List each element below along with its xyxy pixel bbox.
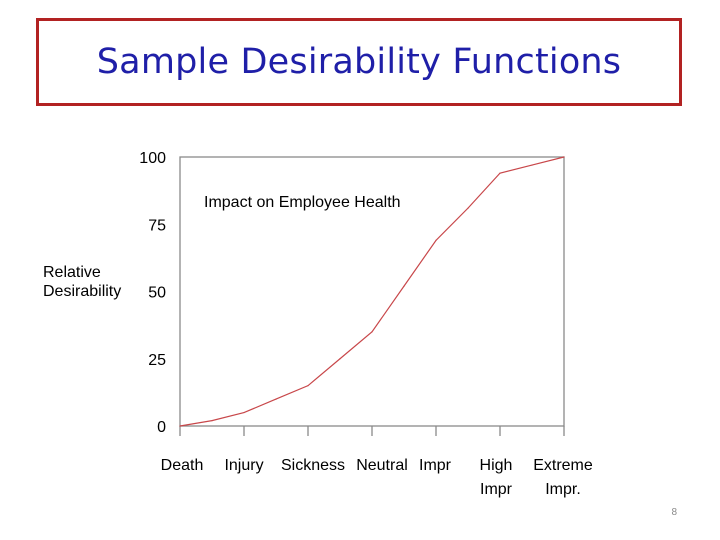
x-tick-label: Injury <box>224 457 263 474</box>
data-point <box>339 358 341 360</box>
x-tick-label-line-2: Impr. <box>545 481 581 498</box>
x-tick-label-line-2: Impr <box>480 481 513 498</box>
data-point <box>275 398 277 400</box>
y-tick-label: 0 <box>157 419 166 436</box>
slide-number: 8 <box>671 507 677 518</box>
chart-annotation: Impact on Employee Health <box>204 194 401 211</box>
y-tick-label: 25 <box>148 352 166 369</box>
title-box: Sample Desirability Functions <box>36 18 682 106</box>
data-point <box>531 164 533 166</box>
y-axis-label-line-2: Desirability <box>43 283 122 300</box>
data-point <box>403 285 405 287</box>
y-tick-label: 75 <box>148 217 166 234</box>
x-tick-label: Death <box>161 457 204 474</box>
y-tick-label: 50 <box>148 285 166 302</box>
x-tick-label: Neutral <box>356 457 408 474</box>
data-point <box>243 411 245 414</box>
data-point <box>179 425 181 427</box>
y-axis-label-line-1: Relative <box>43 264 101 281</box>
data-point <box>211 420 213 422</box>
data-point <box>499 172 501 174</box>
x-tick-label: High <box>480 457 513 474</box>
data-point <box>371 331 373 333</box>
x-tick-label: Sickness <box>281 457 345 474</box>
data-point <box>563 156 565 158</box>
data-point <box>307 385 309 387</box>
y-axis-label: Relative Desirability <box>43 263 121 301</box>
y-tick-label: 100 <box>139 150 166 167</box>
data-point <box>435 239 437 241</box>
x-tick-label: Impr <box>419 457 452 474</box>
slide-title: Sample Desirability Functions <box>96 42 622 82</box>
data-point <box>467 207 469 209</box>
x-tick-label: Extreme <box>533 457 593 474</box>
